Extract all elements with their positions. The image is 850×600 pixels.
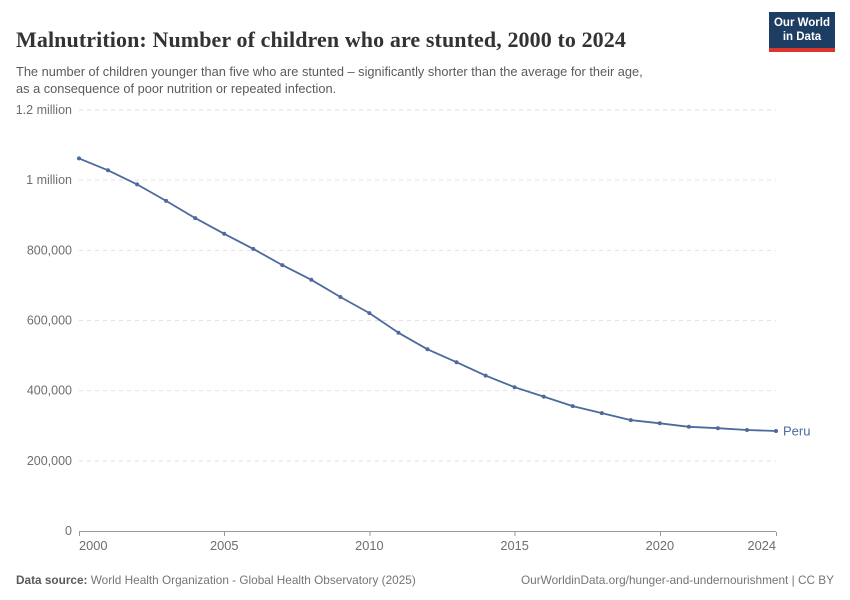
owid-logo-line-2: in Data xyxy=(782,30,822,43)
data-point xyxy=(396,330,401,335)
chart-subtitle: The number of children younger than five… xyxy=(16,63,776,97)
data-point xyxy=(106,168,110,173)
chart-footer: Data source: World Health Organization -… xyxy=(16,573,834,587)
attribution-text: OurWorldinData.org/hunger-and-undernouri… xyxy=(521,573,834,587)
y-axis-tick-label: 1 million xyxy=(26,173,72,187)
x-axis-tick-label: 2005 xyxy=(210,538,238,553)
data-point xyxy=(77,156,81,161)
data-point xyxy=(628,418,633,423)
data-point xyxy=(251,246,256,251)
x-axis-tick-label: 2015 xyxy=(500,538,528,553)
series-label-peru: Peru xyxy=(783,424,810,439)
owid-logo-line-1: Our World xyxy=(773,17,830,29)
subtitle-line-1: The number of children younger than five… xyxy=(16,63,643,79)
y-axis-tick-label: 1.2 million xyxy=(16,103,72,117)
data-point xyxy=(309,277,314,282)
y-axis-tick-label: 600,000 xyxy=(27,314,72,328)
x-axis-tick-label: 2000 xyxy=(79,538,107,553)
data-source-note: Data source: World Health Organization -… xyxy=(16,573,416,587)
data-point xyxy=(657,421,662,426)
data-point xyxy=(193,216,198,221)
data-point xyxy=(715,426,720,431)
x-axis-tick-label: 2010 xyxy=(355,538,383,553)
data-point xyxy=(512,385,517,390)
data-point xyxy=(570,404,575,409)
data-point xyxy=(135,182,140,187)
data-point xyxy=(686,424,691,429)
y-axis-tick-label: 400,000 xyxy=(27,384,72,398)
data-point xyxy=(338,295,343,299)
x-axis-tick-label: 2020 xyxy=(646,538,674,553)
data-point xyxy=(425,347,430,352)
series-line-peru xyxy=(78,157,777,432)
data-source-label: Data source: xyxy=(16,573,88,587)
page-title: Malnutrition: Number of children who are… xyxy=(16,26,626,52)
data-point xyxy=(164,198,169,203)
y-axis-tick-label: 800,000 xyxy=(27,243,72,257)
data-point xyxy=(367,311,372,316)
data-point xyxy=(483,373,488,378)
y-axis-tick-label: 200,000 xyxy=(27,454,72,468)
data-point xyxy=(599,411,604,416)
y-axis-tick-label: 0 xyxy=(65,524,72,538)
data-point xyxy=(222,231,227,236)
data-point xyxy=(454,360,459,365)
data-point xyxy=(280,263,285,268)
data-source-text: World Health Organization - Global Healt… xyxy=(87,573,416,587)
x-axis-tick-label: 2024 xyxy=(748,538,776,553)
subtitle-line-2: as a consequence of poor nutrition or re… xyxy=(16,80,337,96)
data-point xyxy=(774,429,778,433)
owid-logo: Our World in Data xyxy=(769,12,835,52)
data-point xyxy=(745,428,749,432)
data-point xyxy=(541,394,546,399)
